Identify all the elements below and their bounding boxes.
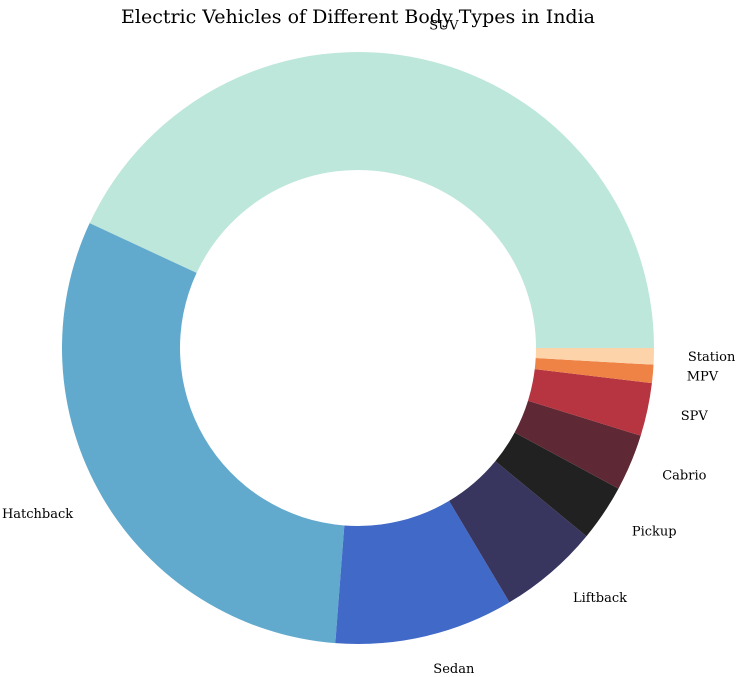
label-cabrio: Cabrio [662, 468, 706, 483]
slice-pickup [495, 432, 619, 537]
slice-hatchback [61, 223, 345, 644]
label-liftback: Liftback [573, 591, 627, 606]
slice-suv [89, 51, 655, 349]
label-hatchback: Hatchback [2, 507, 73, 522]
label-pickup: Pickup [632, 525, 677, 540]
label-suv: SUV [429, 18, 459, 33]
label-mpv: MPV [687, 369, 719, 384]
chart-title: Electric Vehicles of Different Body Type… [121, 6, 595, 28]
slice-station [535, 348, 654, 365]
label-spv: SPV [681, 409, 709, 424]
slice-spv [528, 369, 652, 436]
label-sedan: Sedan [433, 662, 475, 677]
slice-sedan [335, 500, 510, 645]
slice-liftback [449, 461, 587, 603]
label-station: Station [688, 350, 736, 365]
slice-mpv [534, 358, 654, 384]
slice-cabrio [514, 400, 641, 489]
